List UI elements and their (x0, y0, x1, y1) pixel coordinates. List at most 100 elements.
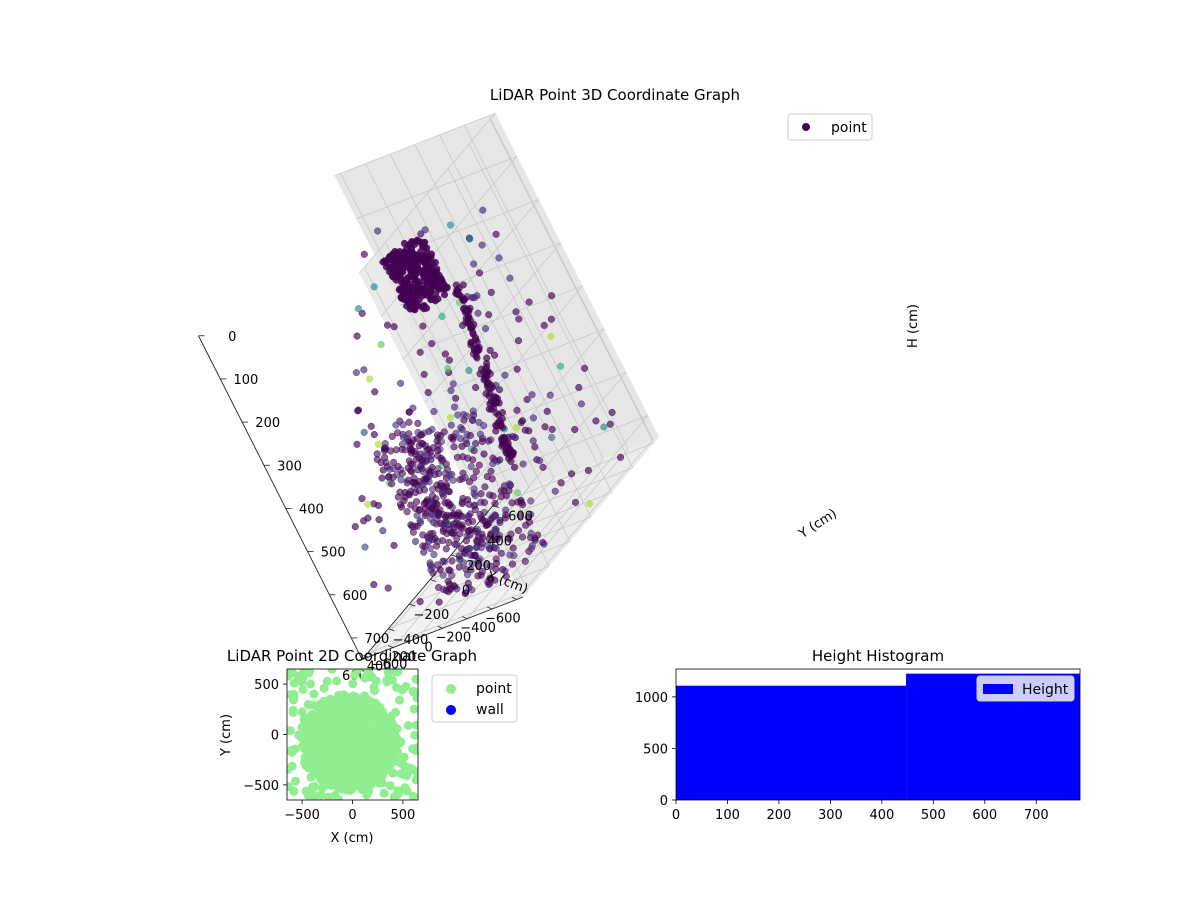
scatter3d-point (502, 572, 510, 580)
scatter3d-point (528, 541, 536, 550)
scatter3d-point (420, 370, 428, 378)
scatter3d-point (447, 421, 455, 429)
scatter3d-point (351, 523, 359, 531)
scatter3d-point (366, 375, 374, 383)
histogram-bar (676, 685, 907, 800)
scatter3d-point (412, 498, 421, 506)
scatter3d-point (478, 539, 486, 547)
scatter3d-point (433, 431, 442, 439)
scatter3d-point (406, 305, 414, 313)
scatter3d-point (441, 350, 449, 358)
scatter2d-point (327, 729, 337, 739)
scatter3d-point (431, 258, 439, 267)
scatter3d-xtick-label: −600 (485, 611, 521, 626)
scatter2d-point (322, 676, 332, 686)
scatter3d-point (483, 521, 492, 529)
scatter3d-point (463, 570, 471, 579)
scatter2d-ytick-label: −500 (243, 779, 279, 794)
scatter3d-legend-marker (802, 123, 810, 131)
scatter3d-point (557, 362, 565, 370)
scatter3d-point (470, 260, 478, 268)
scatter3d-point (427, 566, 435, 574)
scatter3d-point (418, 242, 426, 250)
scatter3d-point (514, 498, 522, 506)
scatter3d-point (513, 489, 522, 497)
scatter3d-point (354, 305, 363, 313)
histogram-legend-label: Height (1022, 682, 1069, 698)
scatter3d-point (435, 598, 443, 606)
scatter3d-point (584, 466, 592, 474)
scatter2d-point (411, 767, 418, 777)
scatter3d-point (515, 315, 523, 323)
scatter3d-point (551, 487, 559, 495)
scatter2d-ticks: −500 −500 0 0 500 500 (243, 678, 415, 823)
scatter3d-ytick-label: 200 (466, 559, 491, 574)
scatter2d-legend-marker-point (446, 684, 456, 694)
scatter2d-point (287, 782, 293, 791)
scatter3d-point (385, 253, 393, 262)
scatter2d-ylabel: Y (cm) (219, 714, 234, 757)
scatter3d-point (531, 443, 539, 451)
scatter3d-point (449, 582, 457, 590)
scatter2d-point (362, 715, 372, 725)
scatter3d-point (472, 440, 480, 448)
scatter3d-point (467, 566, 475, 574)
scatter3d-xtick-label: −200 (435, 631, 471, 646)
scatter2d-legend: point wall (431, 674, 518, 723)
scatter2d-point (378, 708, 387, 717)
scatter3d-point (470, 411, 478, 419)
scatter2d-point (355, 746, 365, 756)
scatter3d-point (478, 438, 486, 446)
scatter3d-point (450, 443, 458, 451)
scatter3d-point (606, 420, 614, 428)
scatter2d-point (324, 780, 333, 789)
scatter3d-point (419, 253, 427, 261)
scatter2d-title: LiDAR Point 2D Coordinate Graph (227, 647, 477, 665)
scatter3d-point (399, 421, 407, 429)
scatter3d-gridline (443, 328, 605, 392)
scatter3d-point (475, 346, 483, 354)
scatter3d-point (539, 539, 547, 547)
scatter3d-point (478, 567, 486, 576)
scatter3d-point (457, 434, 465, 443)
histogram-ticks: 0 100 200 300 400 500 600 700 0 500 1000 (635, 691, 1049, 823)
scatter2d-point (324, 716, 334, 726)
scatter3d-gridline (465, 371, 627, 436)
scatter3d-point (486, 390, 494, 398)
scatter3d-ztick-label: 0 (228, 330, 236, 345)
scatter2d-point (410, 730, 418, 740)
scatter3d-gridline (463, 125, 629, 450)
scatter3d-point (367, 422, 375, 430)
scatter3d-point (360, 428, 368, 436)
scatter3d-point (546, 391, 554, 399)
scatter3d-point (467, 463, 475, 471)
scatter3d-point (608, 408, 616, 416)
scatter3d-point (511, 434, 519, 442)
scatter2d-point (330, 766, 340, 776)
scatter2d-xtick-label: −500 (284, 808, 320, 823)
scatter2d-point (371, 711, 380, 721)
scatter3d-point (474, 529, 482, 537)
scatter3d-point (392, 257, 400, 265)
scatter3d-point (388, 432, 396, 440)
scatter3d-gridline (417, 477, 555, 639)
histogram-xtick-label: 300 (818, 808, 843, 823)
scatter2d-point (319, 683, 329, 693)
scatter2d-point (366, 699, 376, 709)
scatter3d-point (494, 411, 503, 419)
scatter3d-point (571, 498, 580, 506)
scatter3d-point (557, 479, 565, 487)
scatter3d-xtick-label: −400 (460, 621, 496, 636)
scatter3d-point (458, 500, 466, 508)
scatter2d-legend-label-point: point (476, 681, 512, 697)
scatter3d-ytick-mark (430, 579, 437, 582)
scatter2d-point (320, 760, 330, 770)
scatter3d-point (585, 500, 594, 508)
scatter3d-point (370, 500, 378, 508)
scatter3d-point (504, 450, 512, 459)
scatter2d-point (299, 743, 309, 753)
scatter3d-ztick-label: 700 (364, 632, 389, 647)
scatter3d-point (411, 301, 419, 309)
scatter3d-ytick-mark (492, 505, 500, 509)
scatter3d-point (529, 437, 537, 445)
